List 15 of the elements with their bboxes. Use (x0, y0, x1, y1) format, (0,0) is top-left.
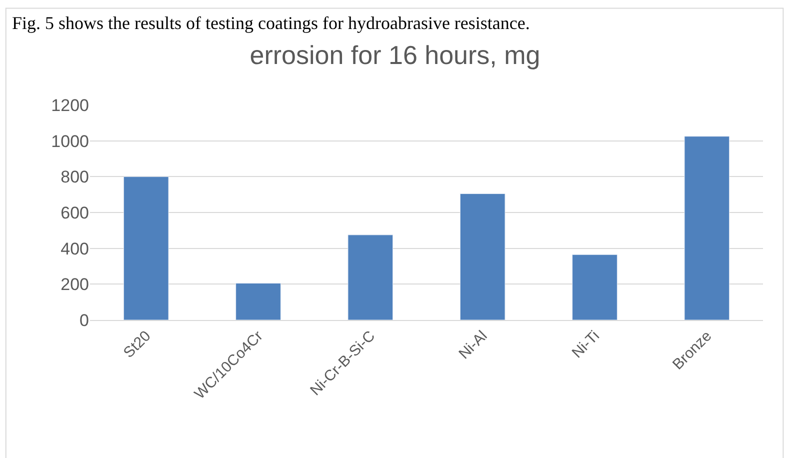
y-tick-label: 1200 (51, 96, 89, 115)
y-tick-label: 1000 (51, 132, 89, 151)
y-tick-label: 800 (60, 168, 89, 187)
y-tick-label: 0 (80, 310, 89, 330)
y-tick-label: 600 (60, 203, 89, 222)
caption: Fig. 5 shows the results of testing coatings for hydroabrasive resistance. (12, 13, 530, 33)
chart-title: errosion for 16 hours, mg (250, 40, 540, 70)
bar (348, 234, 394, 320)
bar (684, 136, 730, 320)
bar (460, 193, 506, 320)
bar (236, 283, 281, 320)
y-tick-label: 400 (60, 239, 89, 258)
bar (572, 254, 618, 320)
y-tick-label: 200 (60, 275, 89, 294)
bar (123, 176, 169, 320)
